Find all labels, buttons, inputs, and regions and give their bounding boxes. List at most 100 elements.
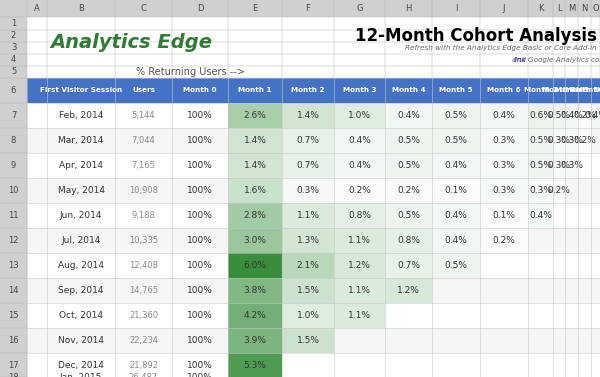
Text: 4.2%: 4.2% (244, 311, 266, 320)
Text: 0.3%: 0.3% (296, 186, 320, 195)
Text: 3.0%: 3.0% (244, 236, 266, 245)
Bar (228, 128, 282, 153)
Text: Apr, 2014: Apr, 2014 (59, 161, 103, 170)
Bar (334, 128, 385, 153)
Text: 100%: 100% (187, 136, 213, 145)
Text: 1.6%: 1.6% (244, 186, 266, 195)
Text: 0.4%: 0.4% (348, 136, 371, 145)
Bar (334, 278, 385, 303)
Text: 0.4%: 0.4% (529, 211, 552, 220)
Text: 0.5%: 0.5% (397, 136, 420, 145)
Text: 0.2%: 0.2% (348, 186, 371, 195)
Bar (27, 78, 600, 103)
Bar (228, 178, 282, 203)
Text: 1.4%: 1.4% (296, 111, 319, 120)
Text: 0.8%: 0.8% (348, 211, 371, 220)
Bar (578, 103, 591, 128)
Text: 0.7%: 0.7% (296, 136, 320, 145)
Text: 9: 9 (11, 161, 16, 170)
Text: O: O (592, 4, 599, 13)
Text: 0.5%: 0.5% (445, 111, 467, 120)
Text: H: H (406, 4, 412, 13)
Bar (334, 153, 385, 178)
Text: link: link (514, 57, 526, 63)
Text: Month 11: Month 11 (576, 87, 600, 93)
Text: 2.6%: 2.6% (244, 111, 266, 120)
Bar (282, 153, 334, 178)
Text: Users: Users (132, 87, 155, 93)
Bar (334, 228, 385, 253)
Text: 0.4%: 0.4% (560, 111, 583, 120)
Text: 7,165: 7,165 (131, 161, 155, 170)
Text: J: J (503, 4, 505, 13)
Text: 1.4%: 1.4% (244, 161, 266, 170)
Bar (282, 178, 334, 203)
Bar (334, 303, 385, 328)
Text: 9,188: 9,188 (131, 211, 155, 220)
Text: 16: 16 (8, 336, 19, 345)
Text: A: A (34, 4, 40, 13)
Text: 0.4%: 0.4% (397, 111, 420, 120)
Text: 15: 15 (8, 311, 19, 320)
Text: Jun, 2014: Jun, 2014 (60, 211, 102, 220)
Bar (27, 328, 600, 353)
Text: 4: 4 (11, 55, 16, 64)
Bar (282, 328, 334, 353)
Text: 0.5%: 0.5% (548, 111, 571, 120)
Text: % Returning Users -->: % Returning Users --> (136, 67, 244, 77)
Text: May, 2014: May, 2014 (58, 186, 104, 195)
Bar (27, 203, 600, 228)
Bar (385, 103, 432, 128)
Text: N: N (581, 4, 587, 13)
Text: 14: 14 (8, 286, 19, 295)
Text: Month 9: Month 9 (554, 87, 589, 93)
Text: Month 7: Month 7 (524, 87, 557, 93)
Bar (565, 153, 578, 178)
Text: 1.3%: 1.3% (296, 236, 320, 245)
Text: 1.0%: 1.0% (296, 311, 320, 320)
Bar (27, 253, 600, 278)
Text: 1: 1 (11, 19, 16, 28)
Text: 1.5%: 1.5% (296, 286, 320, 295)
Text: 0.4%: 0.4% (445, 236, 467, 245)
Bar (282, 253, 334, 278)
Bar (334, 203, 385, 228)
Bar (228, 278, 282, 303)
Text: 18: 18 (8, 373, 19, 377)
Text: Month 2: Month 2 (291, 87, 325, 93)
Text: 1.1%: 1.1% (296, 211, 320, 220)
Text: 0.2%: 0.2% (397, 186, 420, 195)
Text: Dec, 2014: Dec, 2014 (58, 361, 104, 370)
Text: First Visitor Session: First Visitor Session (40, 87, 122, 93)
Text: 0.3%: 0.3% (493, 161, 515, 170)
Text: 3.8%: 3.8% (244, 286, 266, 295)
Text: D: D (197, 4, 203, 13)
Text: Refresh with the Analytics Edge Basic or Core Add-in: Refresh with the Analytics Edge Basic or… (405, 45, 597, 51)
Bar (385, 128, 432, 153)
Text: 14,765: 14,765 (129, 286, 158, 295)
Text: 17: 17 (8, 361, 19, 370)
Text: 0.4%: 0.4% (493, 111, 515, 120)
Bar (27, 103, 600, 128)
Bar (27, 278, 600, 303)
Bar (553, 128, 565, 153)
Bar (228, 303, 282, 328)
Text: 100%: 100% (187, 361, 213, 370)
Text: 100%: 100% (187, 336, 213, 345)
Bar (27, 178, 600, 203)
Bar (432, 228, 480, 253)
Bar (0, 0, 27, 17)
Text: F: F (305, 4, 310, 13)
Text: E: E (253, 4, 257, 13)
Text: 0.7%: 0.7% (296, 161, 320, 170)
Bar (528, 103, 553, 128)
Bar (528, 178, 553, 203)
Text: 0.5%: 0.5% (529, 136, 552, 145)
Bar (565, 103, 578, 128)
Text: Aug, 2014: Aug, 2014 (58, 261, 104, 270)
Text: B: B (78, 4, 84, 13)
Text: Month 1: Month 1 (238, 87, 272, 93)
Text: 5.3%: 5.3% (244, 361, 266, 370)
Bar (385, 178, 432, 203)
Text: 2.8%: 2.8% (244, 211, 266, 220)
